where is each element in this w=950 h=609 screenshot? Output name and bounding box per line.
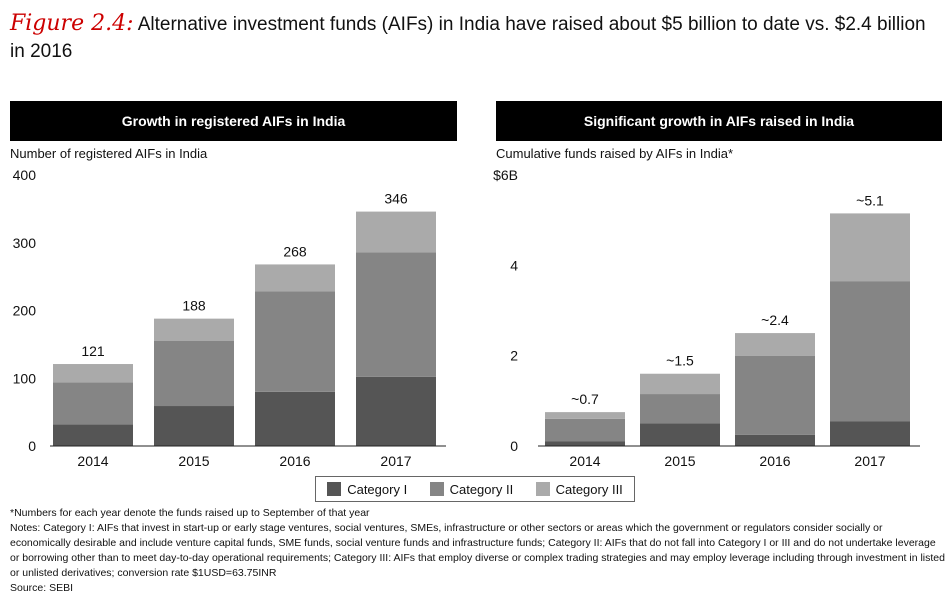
right-total-label-2016: ~2.4 [761,312,789,328]
left-y-tick-label: 400 [13,167,37,183]
right-bar-2017-category-1 [830,421,910,446]
right-panel-header: Significant growth in AIFs raised in Ind… [496,101,942,141]
left-total-label-2017: 346 [384,191,408,207]
left-x-tick-label-2014: 2014 [77,453,108,469]
right-x-tick-label-2017: 2017 [854,453,885,469]
right-bar-2017-category-3 [830,213,910,282]
right-bar-2014-category-1 [545,441,625,446]
left-bar-2015-category-1 [154,406,234,446]
right-x-tick-label-2014: 2014 [569,453,600,469]
left-panel-header: Growth in registered AIFs in India [10,101,457,141]
legend-item-category-1: Category I [327,482,407,497]
right-bar-2014-category-3 [545,412,625,419]
right-x-tick-label-2016: 2016 [759,453,790,469]
left-bar-2017-category-3 [356,211,436,253]
left-y-tick-label: 300 [13,235,37,251]
left-bar-2014-category-2 [53,382,133,425]
left-chart: 0 100 200 300 400 121 2014 188 2015 268 2016 346 201… [13,167,446,469]
right-bar-2017-category-2 [830,281,910,422]
right-bar-2016-category-2 [735,355,815,435]
right-y-tick-label: 2 [510,348,518,364]
left-x-tick-label-2015: 2015 [178,453,209,469]
right-bar-2015-category-2 [640,394,720,424]
left-y-tick-label: 0 [28,438,36,454]
footnote-notes: Notes: Category I: AIFs that invest in s… [10,522,945,579]
right-total-label-2015: ~1.5 [666,353,694,369]
figure-title: Figure 2.4: Alternative investment funds… [10,10,945,65]
right-y-tick-label: $6B [493,167,518,183]
right-y-tick-label: 0 [510,438,518,454]
right-bar-2015-category-1 [640,423,720,446]
footnotes: *Numbers for each year denote the funds … [10,506,945,596]
left-total-label-2015: 188 [182,298,206,314]
right-x-tick-label-2015: 2015 [664,453,695,469]
left-y-axis-caption: Number of registered AIFs in India [10,146,208,161]
legend-label-category-3: Category III [555,481,623,497]
right-total-label-2017: ~5.1 [856,192,884,208]
left-y-tick-label: 200 [13,303,37,319]
right-panel-title: Significant growth in AIFs raised in Ind… [583,113,855,129]
figure-label: Figure 2.4: [10,11,134,36]
legend: Category I Category II Category III [315,476,635,502]
left-total-label-2016: 268 [283,243,307,259]
left-x-tick-label-2016: 2016 [279,453,310,469]
legend-swatch-category-1 [327,482,342,496]
left-bar-2014-category-3 [53,364,133,383]
right-bar-2014-category-2 [545,418,625,442]
legend-item-category-3: Category III [535,481,623,497]
left-bar-2014-category-1 [53,424,133,446]
right-bar-2016-category-1 [735,434,815,446]
legend-swatch-category-3 [535,482,550,496]
right-chart: 0 2 4 $6B ~0.7 2014 ~1.5 2015 ~2.4 2016 ~5.1 2017 [493,167,920,469]
figure-title-text: Alternative investment funds (AIFs) in I… [10,14,926,62]
left-y-tick-label: 100 [13,370,37,386]
right-y-tick-label: 4 [510,257,518,273]
left-bar-2017-category-1 [356,376,436,446]
left-panel-title: Growth in registered AIFs in India [121,113,346,129]
left-bar-2015-category-3 [154,318,234,341]
left-x-tick-label-2017: 2017 [380,453,411,469]
left-bar-2016-category-1 [255,391,335,446]
legend-label-category-2: Category II [449,481,514,497]
right-bar-2016-category-3 [735,333,815,356]
footnote-asterisk: *Numbers for each year denote the funds … [10,507,370,519]
left-bar-2017-category-2 [356,252,436,377]
left-bar-2015-category-2 [154,340,234,407]
legend-label-category-1: Category I [347,481,408,497]
left-bar-2016-category-3 [255,264,335,292]
footnote-source: Source: SEBI [10,582,74,594]
right-bar-2015-category-3 [640,373,720,395]
legend-item-category-2: Category II [429,481,514,497]
right-total-label-2014: ~0.7 [571,391,599,407]
left-bar-2016-category-2 [255,291,335,392]
legend-swatch-category-2 [429,482,444,496]
right-y-axis-caption: Cumulative funds raised by AIFs in India… [496,146,734,161]
left-total-label-2014: 121 [81,343,105,359]
